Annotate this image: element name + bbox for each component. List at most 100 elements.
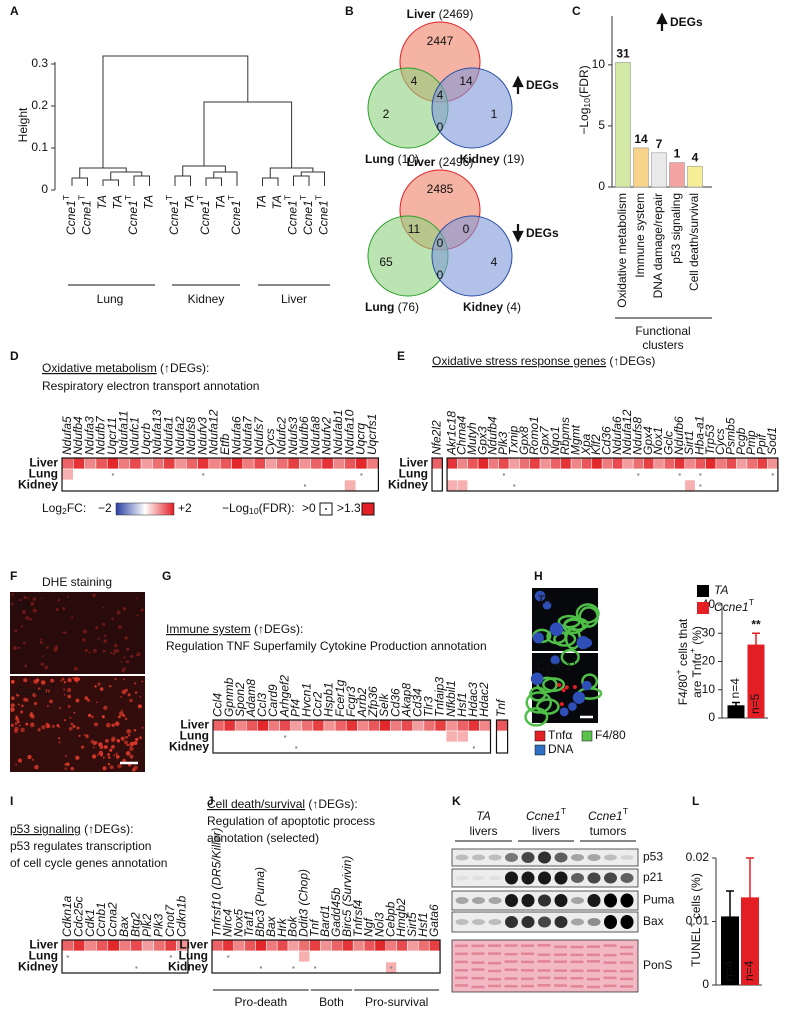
heatmap-cell <box>467 479 479 492</box>
heatmap-cell <box>163 457 176 470</box>
text-part: TUNEL <box>689 927 703 967</box>
heatmap-cell <box>84 961 97 974</box>
heatmap-cell <box>233 950 245 963</box>
y-tick-label: 0 <box>702 977 709 991</box>
venn-count: 14 <box>459 74 473 88</box>
heatmap-frame <box>211 939 441 974</box>
heatmap-cell <box>366 457 379 470</box>
stain-dot <box>134 691 138 694</box>
cell-membrane <box>529 686 547 702</box>
stain-dot <box>116 649 120 653</box>
heatmap-cell <box>674 457 686 470</box>
panel-text: p53 signaling (↑DEGs): <box>10 822 133 836</box>
text-part: T <box>123 194 133 200</box>
heatmap-cell <box>357 730 369 743</box>
nucleus <box>559 707 569 717</box>
text-part: + <box>687 648 697 653</box>
stain-swatch <box>534 744 546 756</box>
gene-label: Hba-a1 <box>693 416 707 455</box>
heatmap-cell <box>428 939 441 952</box>
gene-label: Uqcrq <box>354 423 368 455</box>
stain-dot <box>65 755 67 757</box>
stain-dot <box>31 758 35 761</box>
heatmap-cell <box>412 719 425 732</box>
y-tick-label: 0 <box>598 179 605 193</box>
stain-dot <box>99 687 104 691</box>
blot-band <box>455 969 468 972</box>
blot-band <box>521 969 534 972</box>
heatmap-cell <box>456 730 469 743</box>
n-label: n=4 <box>722 960 736 981</box>
gene-label: Hrk <box>275 917 289 937</box>
heatmap-cell <box>601 468 613 481</box>
heatmap-cell <box>219 468 232 481</box>
fdr-dot <box>111 473 114 476</box>
panel-title: Oxidative metabolism (↑DEGs): <box>42 361 209 375</box>
gene-label: Hspb1 <box>322 682 336 717</box>
heatmap-cell <box>118 468 131 481</box>
stain-dot <box>113 754 116 757</box>
heatmap-cell <box>612 479 624 492</box>
gene-label: Gpx4 <box>641 426 655 455</box>
group-label: Lung <box>97 292 124 306</box>
stain-dot <box>58 706 62 710</box>
blot-band <box>554 916 568 928</box>
text-part: Liver <box>407 155 436 169</box>
stain-dot <box>107 753 110 756</box>
gene-label: Txnip <box>506 425 520 455</box>
text-part: T <box>572 656 578 666</box>
heatmap-cell <box>242 479 255 492</box>
stain-dot <box>18 703 20 706</box>
blot-band <box>554 976 567 980</box>
heatmap-cell <box>312 719 325 732</box>
heatmap-cell <box>508 457 520 470</box>
heatmap-cell <box>244 950 256 963</box>
heatmap-cell <box>141 939 154 952</box>
fdr-dot <box>169 955 172 958</box>
venn-count: 2 <box>383 107 390 121</box>
heatmap-cell <box>61 961 74 974</box>
blot-band <box>471 985 485 989</box>
gene-label: Card9 <box>266 684 280 717</box>
heatmap-cell <box>208 479 221 492</box>
leaf-label: Ccne1T <box>298 194 315 235</box>
text-part: Ccne1 <box>537 659 572 673</box>
stain-dot <box>97 637 100 640</box>
heatmap-cell <box>581 479 593 492</box>
row-label: Liver <box>29 938 58 952</box>
gene-label: Akr1c18 <box>444 411 458 456</box>
heatmap-cell <box>276 950 289 963</box>
nucleus <box>572 691 586 704</box>
venn-count: 2485 <box>427 182 454 196</box>
stain-dot <box>141 680 144 683</box>
stain-dot <box>123 656 126 659</box>
blot-band <box>471 944 485 948</box>
blot-band <box>455 897 469 904</box>
image-label: TA <box>16 599 30 613</box>
stain-dot <box>45 688 50 693</box>
blot-band <box>587 960 600 963</box>
legend-label: TA <box>714 583 728 597</box>
row-label: Kidney <box>168 960 208 974</box>
heatmap-cell <box>431 479 443 492</box>
heatmap-cell <box>246 741 258 754</box>
blot-band <box>455 944 468 948</box>
legend-label: −2 <box>98 501 112 515</box>
blot-band <box>471 952 485 955</box>
heatmap-cell <box>379 719 391 732</box>
gene-label: Sod1 <box>765 427 779 455</box>
heatmap-cell <box>244 939 256 952</box>
stain-dot <box>55 608 59 612</box>
fdr-dot <box>325 508 327 510</box>
gene-label: Tnf <box>494 698 508 717</box>
gene-label: Uqcrfs1 <box>365 414 379 455</box>
venn-count: 2447 <box>427 34 454 48</box>
heatmap-cell <box>601 457 613 470</box>
blot-band <box>604 872 617 884</box>
stain-dot <box>73 666 78 671</box>
stain-dot <box>42 655 45 658</box>
text-part: Ccne1 <box>526 809 561 823</box>
gene-count: 4 <box>692 150 699 164</box>
heatmap-cell <box>715 457 727 470</box>
text-part: T <box>561 806 567 816</box>
